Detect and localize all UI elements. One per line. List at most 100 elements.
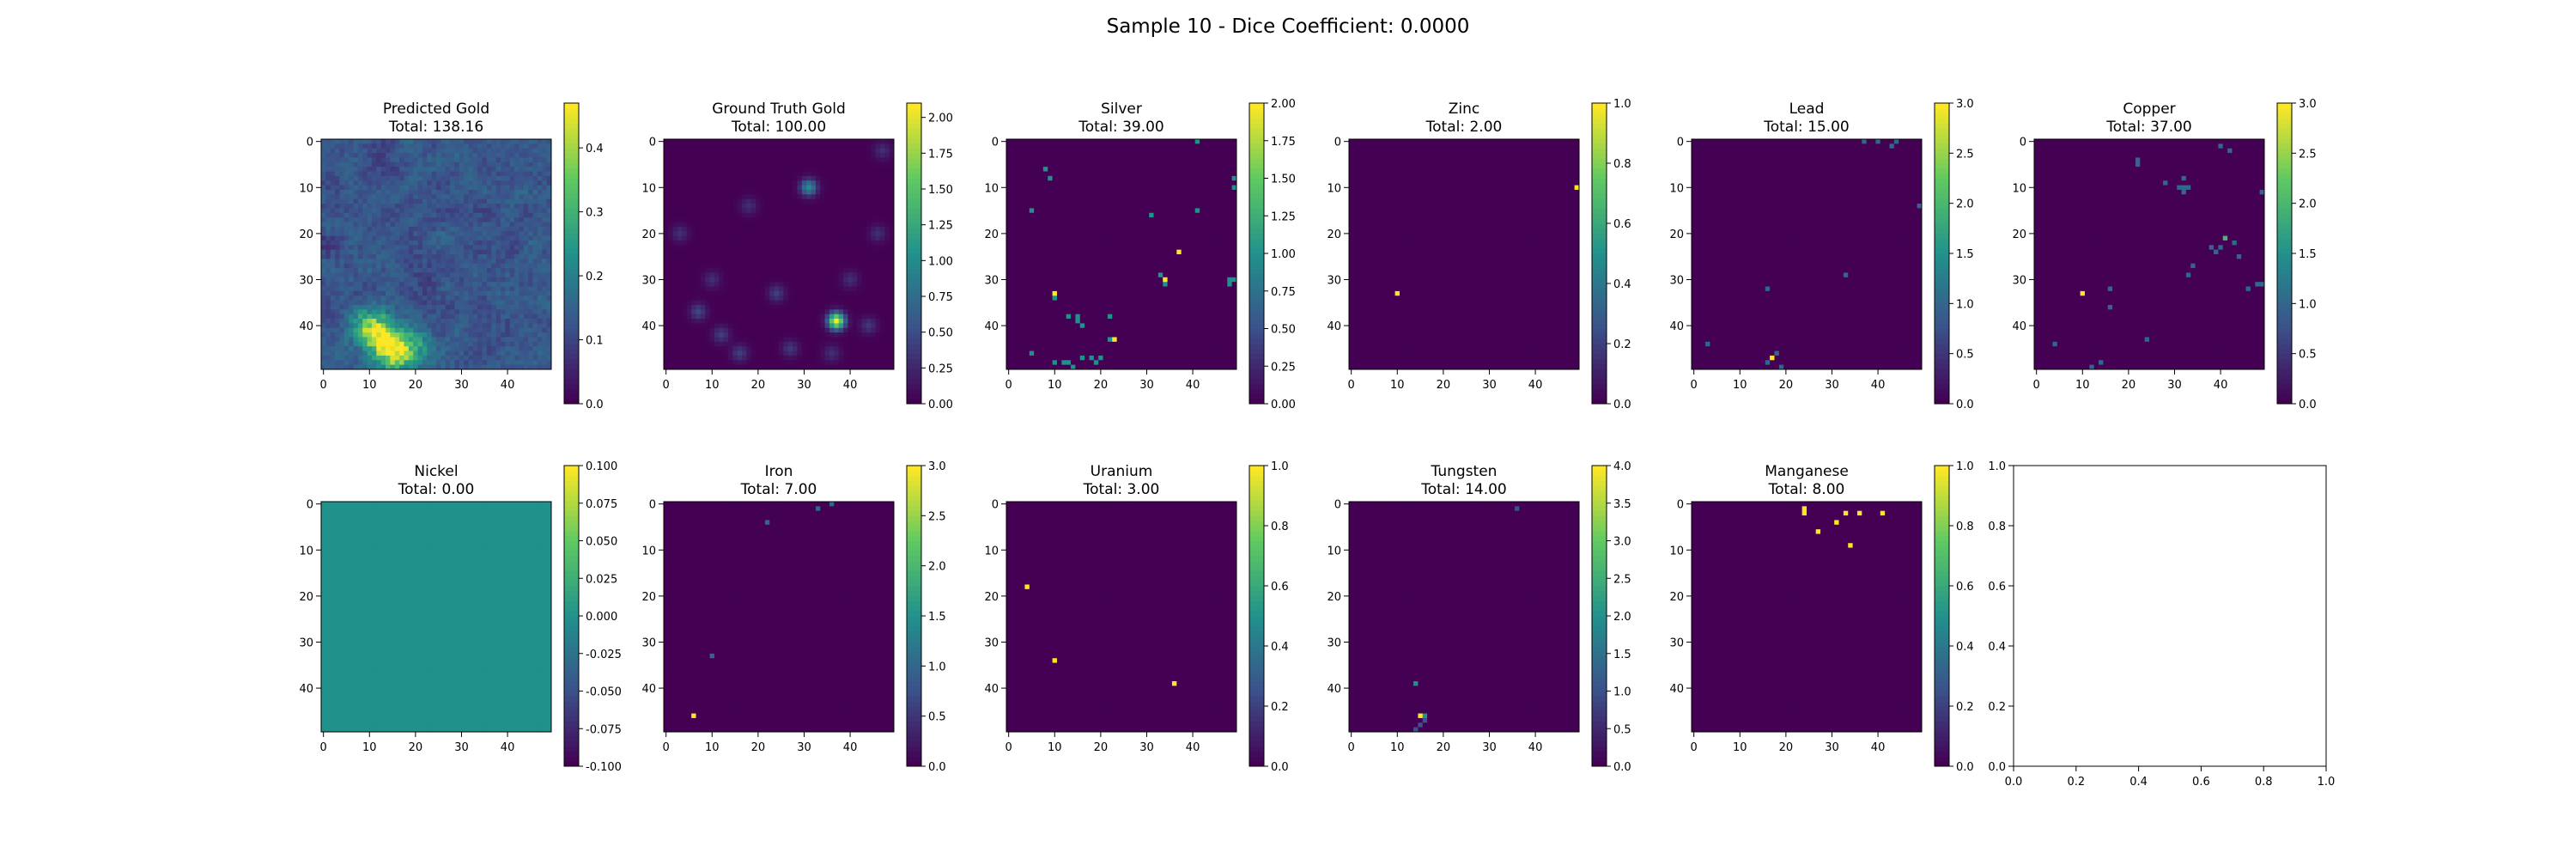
heatmap-cell — [454, 319, 459, 324]
heatmap-cell — [765, 245, 770, 250]
heatmap-cell — [880, 351, 885, 356]
heatmap-cell — [834, 314, 839, 320]
heatmap-cell — [422, 180, 428, 186]
heatmap-cell — [843, 231, 848, 236]
heatmap-cell — [732, 309, 738, 314]
heatmap-cell — [395, 245, 400, 250]
heatmap-cell — [514, 301, 519, 306]
heatmap-cell — [477, 236, 483, 241]
heatmap-cell — [450, 227, 455, 232]
heatmap-cell — [769, 236, 775, 241]
heatmap-cell — [880, 217, 885, 222]
heatmap-cell — [811, 153, 817, 158]
heatmap-cell — [820, 287, 825, 292]
heatmap-cell — [825, 208, 830, 213]
heatmap-cell — [390, 153, 395, 158]
heatmap-cell — [843, 162, 848, 168]
heatmap-cell — [834, 157, 839, 162]
heatmap-cell — [524, 305, 529, 310]
heatmap-cell — [710, 149, 715, 154]
heatmap-cell — [469, 254, 474, 259]
heatmap-cell — [816, 268, 821, 273]
heatmap-cell — [335, 277, 340, 283]
heatmap-cell — [788, 250, 793, 255]
heatmap-cell — [738, 245, 743, 250]
heatmap-cell — [413, 323, 418, 328]
heatmap-cell — [829, 172, 835, 177]
heatmap-cell — [848, 227, 853, 232]
heatmap-cell — [839, 208, 844, 213]
heatmap-cell — [701, 199, 706, 204]
heatmap-cell — [501, 172, 506, 177]
heatmap-cell — [440, 328, 446, 333]
heatmap-cell — [524, 328, 529, 333]
heatmap-cell — [668, 323, 673, 328]
heatmap-cell — [880, 342, 885, 347]
heatmap-cell — [469, 259, 474, 264]
heatmap-cell — [788, 272, 793, 277]
heatmap-cell — [843, 157, 848, 162]
heatmap-cell — [682, 186, 687, 191]
heatmap-cell — [829, 222, 835, 227]
heatmap-cell — [446, 295, 451, 301]
heatmap-cell — [843, 143, 848, 149]
heatmap-cell — [344, 157, 349, 162]
heatmap-cell — [775, 172, 780, 177]
heatmap-cell — [510, 172, 515, 177]
heatmap-cell — [381, 295, 386, 301]
heatmap-cell — [501, 305, 506, 310]
heatmap-cell — [477, 194, 483, 199]
heatmap-cell — [501, 323, 506, 328]
heatmap-cell — [816, 323, 821, 328]
heatmap-cell — [339, 360, 344, 365]
heatmap-cell — [806, 176, 811, 181]
heatmap-cell — [505, 153, 510, 158]
heatmap-cell — [834, 149, 839, 154]
heatmap-cell — [528, 176, 533, 181]
heatmap-cell — [857, 291, 862, 296]
heatmap-cell — [677, 264, 683, 269]
heatmap-cell — [533, 305, 538, 310]
heatmap-cell — [381, 236, 386, 241]
heatmap-cell — [533, 190, 538, 195]
heatmap-cell — [871, 149, 876, 154]
heatmap-cell — [469, 360, 474, 365]
heatmap-cell — [376, 241, 381, 246]
heatmap-cell — [843, 314, 848, 320]
heatmap-cell — [427, 153, 432, 158]
heatmap-cell — [469, 162, 474, 168]
heatmap-cell — [505, 277, 510, 283]
heatmap-cell — [861, 241, 866, 246]
heatmap-cell — [871, 314, 876, 320]
heatmap-cell — [724, 328, 729, 333]
heatmap-cell — [861, 282, 866, 287]
heatmap-cell — [834, 268, 839, 273]
heatmap-cell — [469, 217, 474, 222]
heatmap-cell — [477, 356, 483, 361]
heatmap-cell — [469, 241, 474, 246]
heatmap-cell — [413, 301, 418, 306]
heatmap-cell — [473, 149, 478, 154]
heatmap-cell — [682, 167, 687, 172]
heatmap-cell — [395, 139, 400, 144]
heatmap-cell — [358, 180, 363, 186]
heatmap-cell — [349, 323, 354, 328]
heatmap-cell — [446, 190, 451, 195]
heatmap-cell — [811, 180, 817, 186]
heatmap-cell — [487, 259, 492, 264]
heatmap-cell — [386, 139, 391, 144]
heatmap-cell — [427, 282, 432, 287]
heatmap-cell — [843, 332, 848, 338]
heatmap-cell — [450, 176, 455, 181]
heatmap-cell — [505, 157, 510, 162]
heatmap-cell — [339, 139, 344, 144]
heatmap-cell — [884, 264, 890, 269]
heatmap-cell — [440, 180, 446, 186]
heatmap-cell — [399, 217, 404, 222]
heatmap-cell — [756, 346, 761, 351]
heatmap-cell — [344, 282, 349, 287]
heatmap-cell — [362, 186, 368, 191]
heatmap-cell — [751, 217, 756, 222]
heatmap-cell — [696, 268, 702, 273]
heatmap-cell — [390, 176, 395, 181]
